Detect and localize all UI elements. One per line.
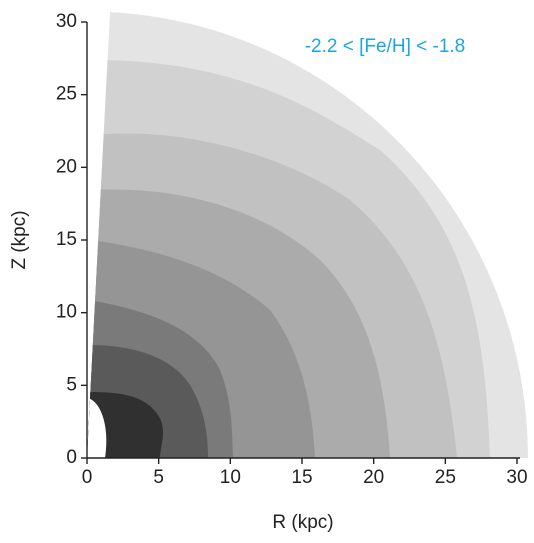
x-tick-label: 5 [153,467,164,488]
x-tick-label: 20 [363,467,384,488]
contour-hole [87,398,107,458]
y-tick-label: 0 [66,447,77,468]
annotation: -2.2 < [Fe/H] < -1.8 [305,36,466,57]
x-tick-label: 25 [435,467,456,488]
contour-regions [87,12,529,458]
y-tick-label: 5 [66,374,77,395]
y-tick-label: 20 [56,156,77,177]
x-tick-label: 15 [291,467,312,488]
y-tick-label: 25 [56,84,77,105]
y-axis-label: Z (kpc) [9,210,30,269]
y-tick-label: 10 [56,302,77,323]
y-tick-label: 15 [56,229,77,250]
x-tick-label: 10 [220,467,241,488]
x-tick-label: 30 [506,467,527,488]
y-tick-label: 30 [56,11,77,32]
x-axis-label: R (kpc) [272,512,333,533]
x-tick-label: 0 [82,467,93,488]
